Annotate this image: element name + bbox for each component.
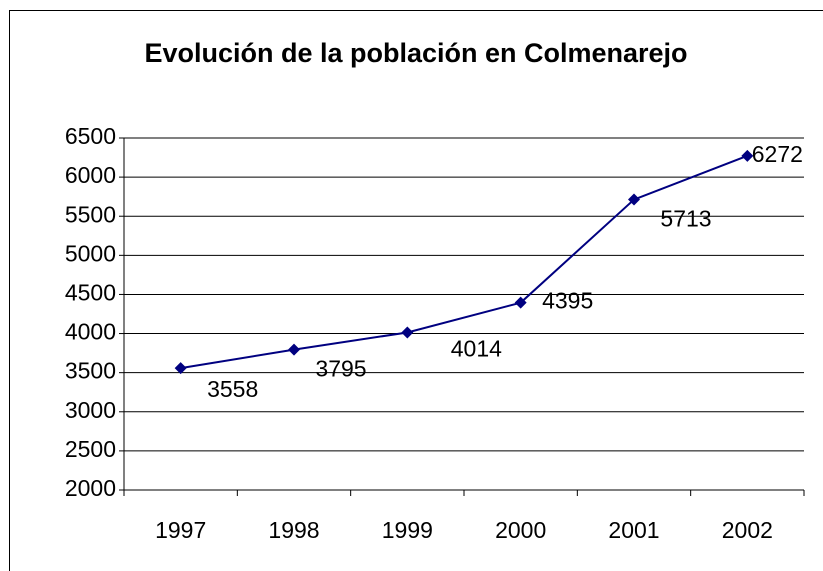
- data-label: 4395: [542, 288, 593, 314]
- marker: [288, 343, 300, 356]
- x-tick-label: 2000: [495, 517, 546, 543]
- y-tick-label: 2500: [65, 436, 116, 462]
- data-label: 6272: [752, 141, 803, 167]
- data-label: 3795: [315, 356, 366, 382]
- y-tick-label: 5000: [65, 240, 116, 266]
- marker: [741, 149, 754, 162]
- data-label: 3558: [207, 376, 258, 402]
- marker: [401, 326, 414, 339]
- x-tick-label: 1997: [155, 517, 206, 543]
- y-tick-label: 4000: [65, 319, 116, 345]
- x-tick-label: 1998: [268, 517, 319, 543]
- data-label: 5713: [660, 206, 711, 232]
- y-tick-label: 3500: [65, 358, 116, 384]
- marker: [514, 296, 527, 309]
- y-tick-label: 6000: [65, 162, 116, 188]
- marker: [628, 193, 640, 206]
- x-tick-label: 2001: [608, 517, 659, 543]
- data-label: 4014: [451, 336, 502, 362]
- chart-border: [9, 10, 823, 571]
- y-tick-label: 5500: [65, 201, 116, 227]
- line: [180, 154, 748, 370]
- y-tick-label: 2000: [65, 475, 116, 501]
- chart-title: Evolución de la población en Colmenarejo: [144, 38, 687, 68]
- y-tick-label: 3000: [65, 397, 116, 423]
- y-tick-label: 6500: [65, 123, 116, 149]
- y-tick-label: 4500: [65, 280, 116, 306]
- x-tick-label: 2002: [722, 517, 773, 543]
- x-tick-label: 1999: [382, 517, 433, 543]
- marker: [174, 362, 187, 375]
